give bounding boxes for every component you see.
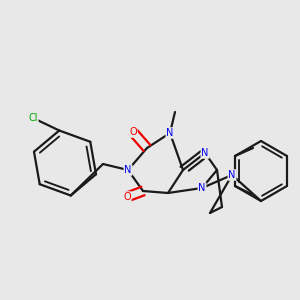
Text: N: N bbox=[228, 170, 236, 180]
Text: O: O bbox=[123, 192, 131, 202]
Text: N: N bbox=[198, 183, 206, 193]
Text: N: N bbox=[201, 148, 209, 158]
Text: O: O bbox=[129, 127, 137, 137]
Text: Cl: Cl bbox=[28, 113, 38, 123]
Text: N: N bbox=[166, 128, 174, 138]
Text: N: N bbox=[124, 165, 132, 175]
